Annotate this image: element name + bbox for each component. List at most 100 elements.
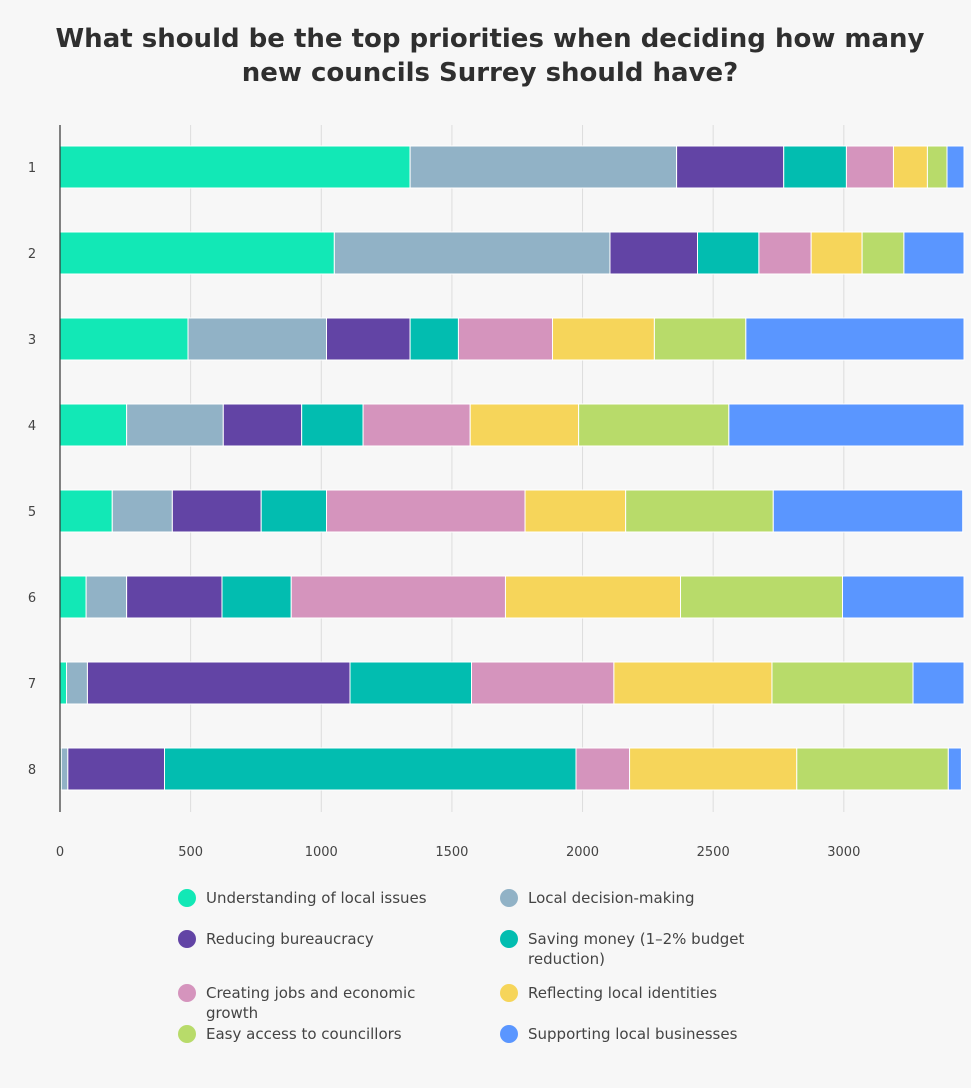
y-tick-label: 7 <box>28 677 36 692</box>
bar-segment <box>59 317 189 361</box>
bar-segment <box>59 403 128 447</box>
legend-item: Creating jobs and economic growth <box>178 983 438 1023</box>
bar-segment <box>680 575 844 619</box>
bar-segment <box>524 489 627 533</box>
bar-segment <box>946 145 965 189</box>
legend-swatch <box>500 1025 518 1043</box>
legend-swatch <box>500 984 518 1002</box>
bar-segment <box>59 661 68 705</box>
bar-segment <box>325 489 526 533</box>
legend-swatch <box>178 889 196 907</box>
bar-segment <box>59 145 411 189</box>
bar-segment <box>301 403 364 447</box>
bar-segment <box>728 403 965 447</box>
bar-segment <box>171 489 262 533</box>
legend-item: Local decision-making <box>500 888 760 908</box>
bar-segment <box>457 317 553 361</box>
y-tick-label: 6 <box>28 591 36 606</box>
bar-segment <box>469 403 580 447</box>
bar-segment <box>221 575 292 619</box>
y-tick-label: 5 <box>28 505 36 520</box>
bar-segment <box>111 489 173 533</box>
bar-segment <box>333 231 611 275</box>
bar-segment <box>67 747 166 791</box>
y-tick-label: 3 <box>28 333 36 348</box>
bar-segment <box>912 661 965 705</box>
bar-segment <box>926 145 948 189</box>
legend-swatch <box>178 930 196 948</box>
legend-label: Saving money (1–2% budget reduction) <box>528 930 745 968</box>
x-tick-label: 3000 <box>827 845 860 860</box>
x-tick-label: 2500 <box>697 845 730 860</box>
bar-segment <box>86 661 351 705</box>
bar-segment <box>187 317 327 361</box>
y-tick-label: 4 <box>28 419 36 434</box>
legend-label: Creating jobs and economic growth <box>206 984 416 1022</box>
bar-segment <box>59 575 87 619</box>
legend-item: Supporting local businesses <box>500 1024 760 1044</box>
bar-segment <box>845 145 894 189</box>
bar-segment <box>471 661 615 705</box>
legend-swatch <box>178 984 196 1002</box>
legend-label: Reducing bureaucracy <box>206 930 374 948</box>
bar-segment <box>629 747 798 791</box>
bar-segment <box>772 489 964 533</box>
bar-segment <box>409 145 678 189</box>
legend-item: Reducing bureaucracy <box>178 929 438 949</box>
bar-segment <box>947 747 962 791</box>
bar-segment <box>861 231 905 275</box>
bar-segment <box>362 403 471 447</box>
legend-label: Supporting local businesses <box>528 1025 738 1043</box>
bar-segment <box>164 747 577 791</box>
bar-segment <box>60 747 69 791</box>
legend-item: Reflecting local identities <box>500 983 760 1003</box>
bar-segment <box>85 575 128 619</box>
bar-segment <box>126 403 224 447</box>
bar-segment <box>697 231 760 275</box>
y-tick-label: 1 <box>28 161 36 176</box>
bar-segment <box>551 317 655 361</box>
bar-segment <box>290 575 506 619</box>
bar-segment <box>66 661 88 705</box>
legend-label: Easy access to councillors <box>206 1025 402 1043</box>
y-tick-label: 2 <box>28 247 36 262</box>
bar-segment <box>222 403 303 447</box>
bar-segment <box>842 575 965 619</box>
bar-segment <box>810 231 863 275</box>
bar-segment <box>892 145 928 189</box>
bar-segment <box>504 575 682 619</box>
bar-segment <box>625 489 774 533</box>
bar-segment <box>771 661 914 705</box>
legend-swatch <box>500 930 518 948</box>
legend-item: Saving money (1–2% budget reduction) <box>500 929 760 969</box>
bar-segment <box>126 575 223 619</box>
bar-segment <box>613 661 773 705</box>
x-tick-label: 2000 <box>566 845 599 860</box>
bar-segment <box>676 145 785 189</box>
bar-segment <box>575 747 631 791</box>
bar-segment <box>578 403 730 447</box>
chart-title: What should be the top priorities when d… <box>55 24 925 88</box>
bar-segment <box>59 489 113 533</box>
legend-swatch <box>178 1025 196 1043</box>
y-tick-label: 8 <box>28 763 36 778</box>
bar-segment <box>783 145 847 189</box>
legend-label: Reflecting local identities <box>528 984 718 1002</box>
legend-label: Local decision-making <box>528 889 695 907</box>
x-tick-label: 0 <box>56 845 64 860</box>
bar-segment <box>903 231 965 275</box>
stacked-bar-chart: 0 500 1000 1500 2000 2500 3000 1 2 3 4 5 6 7 8 <box>28 125 965 860</box>
bar-segment <box>758 231 812 275</box>
x-tick-label: 1500 <box>435 845 468 860</box>
bar-segment <box>796 747 949 791</box>
bar-segment <box>745 317 965 361</box>
legend-swatch <box>500 889 518 907</box>
bar-segment <box>609 231 699 275</box>
bar-segment <box>349 661 473 705</box>
x-tick-label: 500 <box>178 845 203 860</box>
legend-item: Easy access to councillors <box>178 1024 438 1044</box>
bar-segment <box>260 489 327 533</box>
legend-label: Understanding of local issues <box>206 889 427 907</box>
x-tick-label: 1000 <box>305 845 338 860</box>
